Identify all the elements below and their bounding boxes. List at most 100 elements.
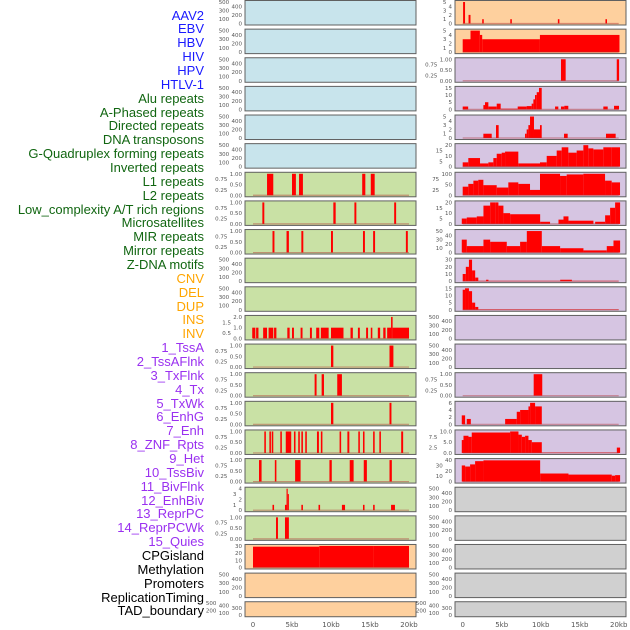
data-bar xyxy=(616,59,620,81)
panel-border xyxy=(244,0,417,26)
y-tick-label: 100 xyxy=(219,74,230,80)
y-tick-label: 30 xyxy=(235,544,242,550)
y-tick-label: 100 xyxy=(442,172,453,178)
track-panel: 0.000.250.500.751.00 xyxy=(425,372,627,400)
data-bar xyxy=(462,186,469,196)
data-bar xyxy=(488,106,497,110)
panel-border xyxy=(454,343,627,370)
y-tick-label: 400 xyxy=(232,147,243,153)
data-bar xyxy=(546,155,557,167)
data-bar xyxy=(496,187,509,196)
y-tick-label: 0.25 xyxy=(215,388,228,394)
data-bar xyxy=(253,546,320,568)
y-tick-label: 100 xyxy=(219,590,230,596)
data-bar xyxy=(463,435,469,453)
y-tick-label: 200 xyxy=(232,156,243,162)
panel-background xyxy=(245,487,416,512)
panel-background xyxy=(245,86,416,111)
y-tick-label: 1.00 xyxy=(230,344,243,350)
data-bar xyxy=(468,259,473,282)
y-tick-label: 4 xyxy=(239,487,243,493)
y-tick-label: 0 xyxy=(449,308,453,314)
y-tick-label: 0 xyxy=(239,22,243,28)
data-bar xyxy=(466,418,471,425)
track-label: DNA transposons xyxy=(102,132,204,148)
y-tick-label: 2 xyxy=(449,127,453,133)
track-label: L2 repeats xyxy=(142,187,204,203)
data-bar xyxy=(595,221,606,224)
y-tick-label: 0 xyxy=(239,613,243,619)
data-bar xyxy=(475,306,479,310)
data-bar xyxy=(331,231,333,253)
data-bar xyxy=(605,180,612,196)
data-bar xyxy=(373,545,409,568)
y-tick-label: 200 xyxy=(232,271,243,277)
y-tick-label: 0 xyxy=(239,79,243,85)
data-bar xyxy=(377,327,381,339)
data-bar xyxy=(405,231,408,253)
panel-background xyxy=(455,258,626,283)
data-bar xyxy=(272,231,275,253)
y-tick-label: 300 xyxy=(219,295,230,301)
y-tick-label: 0.25 xyxy=(425,388,438,394)
y-tick-label: 300 xyxy=(219,94,230,100)
panel-border xyxy=(454,572,627,599)
data-bar xyxy=(616,447,621,453)
y-tick-label: 30 xyxy=(445,258,452,264)
y-tick-label: 0.25 xyxy=(215,360,228,366)
x-tick-label: 15kb xyxy=(571,621,589,629)
y-tick-label: 0.75 xyxy=(425,378,438,384)
data-bar xyxy=(558,219,564,224)
data-bar xyxy=(535,95,537,110)
data-bar xyxy=(468,291,473,310)
x-tick-label: 0 xyxy=(251,621,255,629)
track-label: Promoters xyxy=(144,575,204,591)
data-bar xyxy=(268,327,274,339)
track-panel: 0.000.250.500.751.00 xyxy=(215,458,417,486)
y-tick-label: 30 xyxy=(436,238,443,244)
data-bar xyxy=(531,442,542,453)
track-label: Methylation xyxy=(137,561,204,577)
track-label: 6_EnhG xyxy=(156,409,204,425)
panel-border xyxy=(244,257,417,284)
y-tick-label: 2 xyxy=(239,497,243,503)
data-bar xyxy=(331,327,344,339)
data-bar xyxy=(462,162,469,167)
data-bar xyxy=(276,517,278,539)
track-label: INS xyxy=(182,312,204,328)
y-tick-label: 500 xyxy=(219,115,230,121)
panel-border xyxy=(244,601,417,618)
y-tick-label: 400 xyxy=(232,262,243,268)
y-tick-label: 5 xyxy=(449,100,453,106)
data-bar xyxy=(486,279,489,282)
y-tick-label: 400 xyxy=(232,4,243,10)
y-tick-label: 100 xyxy=(429,332,440,338)
panel-border xyxy=(244,171,417,198)
y-tick-label: 0.00 xyxy=(230,365,243,371)
track-panel: 0.0 2.5 5.0 7.510.0 xyxy=(429,429,627,457)
y-tick-label: 100 xyxy=(429,533,440,539)
y-tick-label: 100 xyxy=(219,132,230,138)
y-tick-label: 5 xyxy=(439,159,443,165)
y-tick-label: 100 xyxy=(429,504,440,510)
data-bar xyxy=(603,147,612,167)
y-tick-label: 0.0 xyxy=(443,451,452,457)
y-tick-label: 100 xyxy=(219,46,230,52)
data-bar xyxy=(520,409,529,425)
data-bar xyxy=(370,327,373,339)
x-tick-label: 5kb xyxy=(495,621,509,629)
y-tick-label: 0 xyxy=(449,165,453,171)
data-bar xyxy=(331,545,374,568)
data-bar xyxy=(468,183,474,196)
y-tick-label: 0.75 xyxy=(215,463,228,469)
data-bar xyxy=(488,162,494,167)
y-tick-label: 400 xyxy=(232,577,243,583)
y-tick-label: 1 xyxy=(443,46,447,52)
track-label: 7_Enh xyxy=(166,423,204,439)
data-bar xyxy=(611,475,616,482)
